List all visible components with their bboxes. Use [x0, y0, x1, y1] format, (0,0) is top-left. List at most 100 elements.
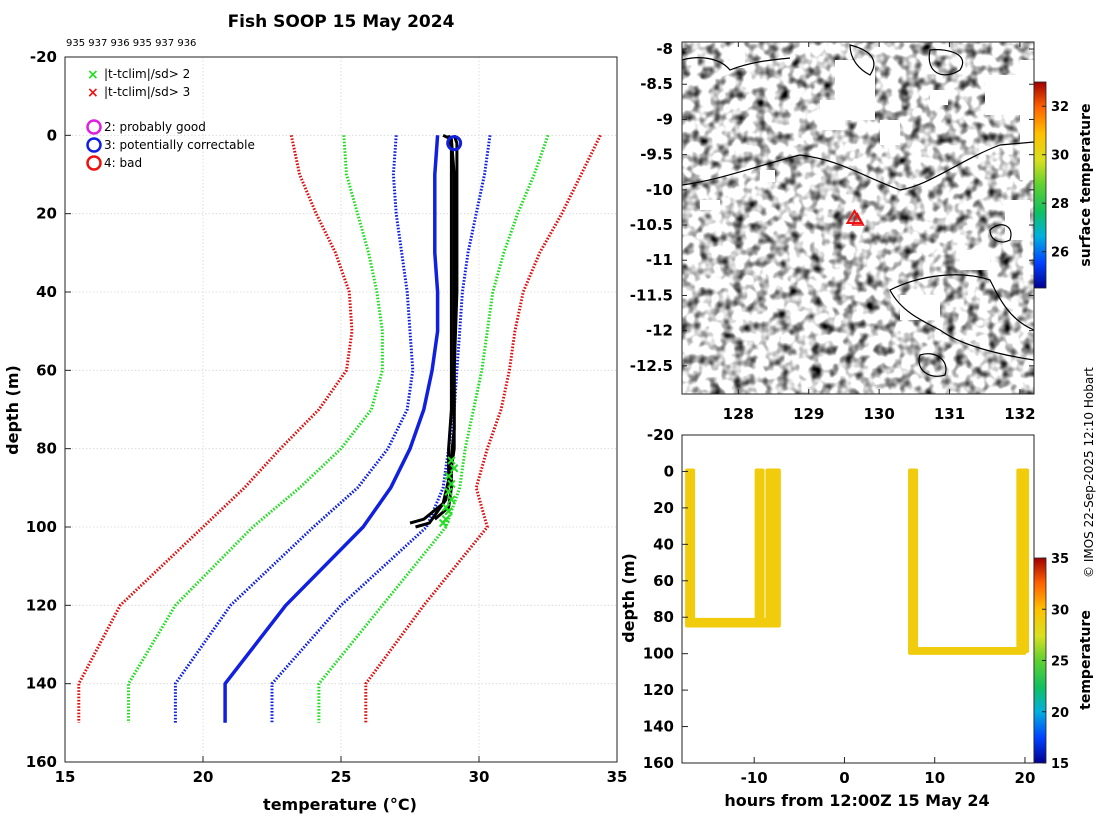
- legend-circle-red-marker: [86, 155, 102, 171]
- profile-series-clim-2sd: [317, 134, 550, 723]
- profile-ytick-label: -20: [30, 48, 57, 66]
- time-depth-xlabel: hours from 12:00Z 15 May 24: [724, 791, 989, 810]
- profile-panel: 15 20 25 30 35 -20 0 20 40 60 80 100 120 140 160 tempe…: [3, 48, 627, 814]
- time-depth-ytick-label: 160: [643, 754, 674, 772]
- time-depth-ytick-label: 80: [653, 608, 674, 626]
- site-triangle: [845, 209, 864, 224]
- profile-ticks: 15 20 25 30 35 -20 0 20 40 60 80 100 120 140 160: [26, 48, 628, 786]
- legend-circle-blue-marker: [86, 137, 102, 153]
- temperature-colorbar-ticks: 15 20 25 30 35: [1042, 552, 1069, 772]
- map-ticks: 128 129 130 131 132 -8 -8.5 -9 -9.5 -10 -10.5 -11 -1…: [630, 40, 1036, 423]
- imos-credit: © IMOS 22-Sep-2025 12:10 Hobart: [1082, 367, 1096, 578]
- temp-cbar-tick-label: 30: [1051, 603, 1069, 618]
- sst-colorbar: [1033, 81, 1047, 289]
- profile-ytick-label: 0: [47, 126, 57, 144]
- profile-ytick-label: 20: [36, 205, 57, 223]
- map-ytick-label: -11: [646, 251, 673, 269]
- site-triangle-2: [851, 212, 865, 226]
- map-ytick-label: -11.5: [630, 286, 673, 304]
- profile-markers-group: [438, 135, 463, 528]
- temp-cbar-tick-label: 25: [1051, 655, 1069, 670]
- time-depth-xtick-label: 10: [924, 769, 945, 787]
- time-depth-ytick-label: 40: [653, 535, 674, 553]
- map-ytick-label: -8.5: [640, 75, 673, 93]
- legend-item-probably-good: 2: probably good: [86, 119, 206, 135]
- profile-xtick-label: 25: [331, 768, 352, 786]
- observation-site-marker: [845, 209, 865, 226]
- time-depth-ytick-label: -20: [647, 426, 674, 444]
- time-depth-ytick-label: 60: [653, 572, 674, 590]
- profile-ytick-label: 120: [26, 596, 57, 614]
- temp-cbar-tick-label: 20: [1051, 706, 1069, 721]
- cloud-mask: [700, 48, 1034, 320]
- time-depth-cast-1-bottom: [685, 617, 776, 628]
- time-depth-ticks: -10 0 10 20 -20 0 20 40 60 80 100 120 140 160: [643, 426, 1036, 787]
- legend-label-probably-good: 2: probably good: [104, 120, 206, 134]
- time-depth-cast-3-down: [908, 468, 919, 654]
- temp-cbar-tick-label: 35: [1051, 552, 1069, 567]
- sst-cbar-tick-label: 32: [1051, 100, 1069, 115]
- profile-series-clim-mean: [223, 135, 440, 723]
- legend-label-sd2: |t-tclim|/sd> 2: [104, 67, 190, 81]
- map-xtick-label: 132: [1004, 405, 1035, 423]
- profile-xtick-label: 15: [55, 768, 76, 786]
- legend-item-bad: 4: bad: [86, 155, 142, 171]
- time-depth-cast-2-b: [770, 468, 781, 628]
- profile-ytick-label: 40: [36, 283, 57, 301]
- map-ytick-label: -10: [646, 181, 673, 199]
- map-ytick-label: -9: [656, 110, 673, 128]
- time-depth-panel: -10 0 10 20 -20 0 20 40 60 80 100 120 140 160 hours f…: [619, 426, 1094, 810]
- map-ytick-label: -12: [646, 322, 673, 340]
- profile-ylabel: depth (m): [3, 365, 22, 455]
- map-xtick-label: 129: [793, 405, 824, 423]
- time-depth-ytick-label: 120: [643, 681, 674, 699]
- time-depth-xtick-label: -10: [741, 769, 768, 787]
- legend-circle-magenta-marker: [86, 119, 102, 135]
- sst-cbar-tick-label: 26: [1051, 246, 1069, 261]
- legend-label-correctable: 3: potentially correctable: [104, 138, 255, 152]
- outlier-x-marker: [444, 487, 453, 496]
- sst-colorbar-label: surface temperature: [1078, 103, 1094, 266]
- time-depth-xtick-label: 20: [1015, 769, 1036, 787]
- legend-item-correctable: 3: potentially correctable: [86, 137, 255, 153]
- profile-series-group: [77, 133, 602, 723]
- outlier-x-marker: [447, 456, 456, 465]
- profile-xtick-label: 20: [193, 768, 214, 786]
- profile-series-clim-3sd: [77, 134, 354, 723]
- outlier-x-marker: [444, 471, 453, 481]
- legend-x-green-marker: ×: [87, 67, 99, 83]
- legend-x-red-marker: ×: [87, 85, 99, 101]
- time-depth-xtick-label: 0: [839, 769, 849, 787]
- outlier-x-marker: [438, 518, 448, 528]
- map-ytick-label: -10.5: [630, 216, 673, 234]
- time-depth-ytick-label: 20: [653, 499, 674, 517]
- outlier-x-marker: [447, 495, 456, 504]
- time-depth-cast-1-down: [685, 468, 696, 628]
- profile-plot-area: [65, 57, 617, 762]
- map-ytick-label: -9.5: [640, 146, 673, 164]
- time-depth-ylabel: depth (m): [619, 553, 638, 643]
- profile-series-clim-1sd: [173, 135, 415, 723]
- legend-item-sd3: × |t-tclim|/sd> 3: [87, 85, 190, 101]
- profile-ytick-label: 100: [26, 518, 57, 536]
- temperature-colorbar-label: temperature: [1078, 610, 1094, 710]
- time-depth-ytick-label: 100: [643, 645, 674, 663]
- map-ytick-label: -12.5: [630, 357, 673, 375]
- figure-title: Fish SOOP 15 May 2024: [228, 12, 455, 32]
- map-ytick-label: -8: [656, 40, 673, 58]
- sst-cbar-tick-label: 30: [1051, 149, 1069, 164]
- outlier-x-marker: [449, 464, 459, 473]
- profile-xtick-label: 35: [607, 768, 628, 786]
- profile-series-clim-2sd: [127, 135, 384, 723]
- profile-legend: × |t-tclim|/sd> 2 × |t-tclim|/sd> 3 2: p…: [86, 67, 255, 171]
- outlier-x-marker: [444, 507, 453, 516]
- profile-ytick-label: 60: [36, 361, 57, 379]
- profile-xtick-label: 30: [469, 768, 490, 786]
- sst-cbar-tick-label: 28: [1051, 197, 1069, 212]
- profile-ytick-label: 80: [36, 440, 57, 458]
- time-depth-cast-3-bottom: [908, 647, 1027, 655]
- coastline: [682, 44, 1034, 377]
- outlier-x-marker: [447, 479, 456, 489]
- time-depth-cast-3-up-b: [1019, 468, 1030, 654]
- profile-xlabel: temperature (°C): [263, 795, 417, 814]
